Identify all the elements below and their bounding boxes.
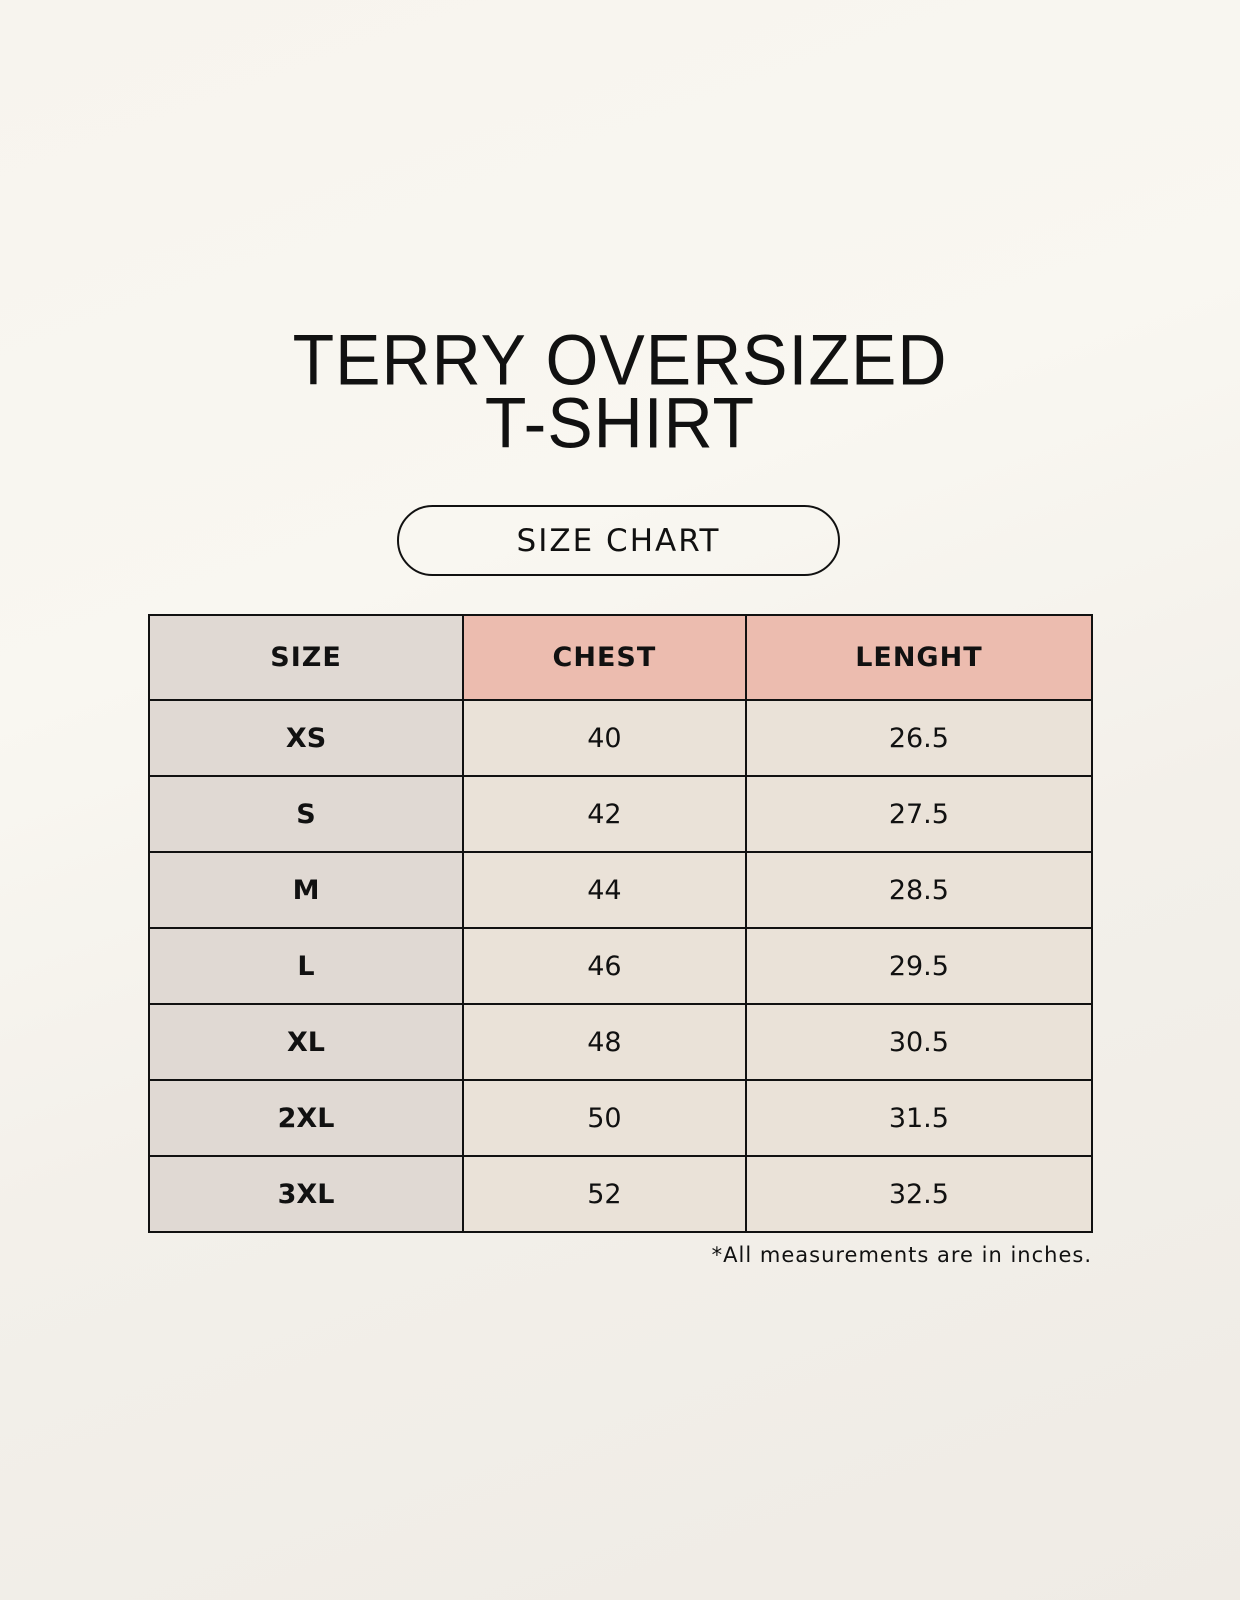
cell-length: 32.5 — [744, 1155, 1094, 1233]
cell-length: 27.5 — [744, 775, 1094, 853]
table-header-row: SIZE CHEST LENGHT — [147, 614, 1094, 701]
table-row: 2XL 50 31.5 — [147, 1079, 1094, 1157]
footnote: *All measurements are in inches. — [711, 1243, 1092, 1267]
title-line-2: T-SHIRT — [484, 383, 756, 464]
cell-chest: 42 — [462, 775, 747, 853]
table-row: M 44 28.5 — [147, 851, 1094, 929]
cell-length: 28.5 — [744, 851, 1094, 929]
table-row: XL 48 30.5 — [147, 1003, 1094, 1081]
table-row: 3XL 52 32.5 — [147, 1155, 1094, 1233]
cell-size: 3XL — [147, 1155, 465, 1233]
cell-chest: 52 — [462, 1155, 747, 1233]
cell-size: 2XL — [147, 1079, 465, 1157]
cell-chest: 44 — [462, 851, 747, 929]
cell-chest: 46 — [462, 927, 747, 1005]
header-size: SIZE — [147, 614, 465, 701]
cell-length: 30.5 — [744, 1003, 1094, 1081]
cell-size: M — [147, 851, 465, 929]
cell-length: 31.5 — [744, 1079, 1094, 1157]
cell-size: XS — [147, 699, 465, 777]
cell-chest: 50 — [462, 1079, 747, 1157]
cell-length: 29.5 — [744, 927, 1094, 1005]
cell-size: XL — [147, 1003, 465, 1081]
size-chart-label: SIZE CHART — [397, 505, 840, 576]
cell-length: 26.5 — [744, 699, 1094, 777]
table-row: L 46 29.5 — [147, 927, 1094, 1005]
cell-size: L — [147, 927, 465, 1005]
size-table: SIZE CHEST LENGHT XS 40 26.5 S 42 27.5 M 44 28.5… — [147, 614, 1094, 1233]
cell-chest: 48 — [462, 1003, 747, 1081]
title-line-1: TERRY OVERSIZED — [292, 320, 948, 401]
cell-size: S — [147, 775, 465, 853]
table-row: S 42 27.5 — [147, 775, 1094, 853]
header-chest: CHEST — [462, 614, 747, 701]
header-length: LENGHT — [744, 614, 1094, 701]
cell-chest: 40 — [462, 699, 747, 777]
page-title: TERRY OVERSIZED T-SHIRT — [0, 320, 1240, 464]
table-row: XS 40 26.5 — [147, 699, 1094, 777]
